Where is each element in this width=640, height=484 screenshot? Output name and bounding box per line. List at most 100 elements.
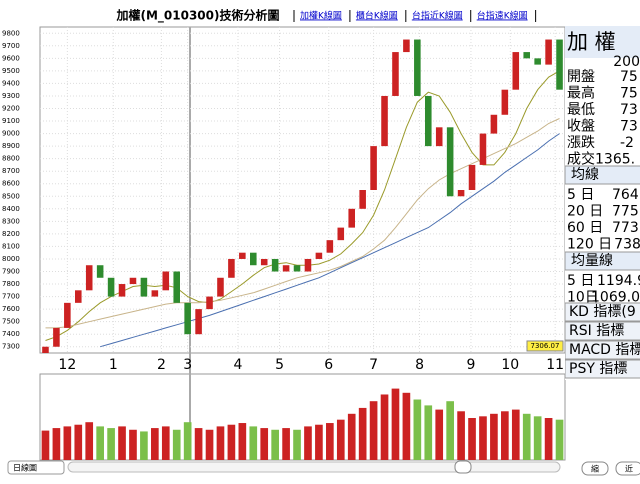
header-link[interactable]: 台指遠K線圖 xyxy=(477,10,528,22)
sidebar-date: 200 xyxy=(613,54,640,70)
ma-value: 764 xyxy=(612,187,639,203)
candle xyxy=(293,265,301,272)
candle xyxy=(370,146,377,190)
candle xyxy=(42,346,49,353)
volume-bar xyxy=(490,413,498,460)
volume-bar xyxy=(107,428,115,460)
zoom-button[interactable] xyxy=(581,461,609,476)
y-tick-label: 9200 xyxy=(2,105,20,113)
indicator-button[interactable] xyxy=(565,359,640,379)
volume-bar xyxy=(457,411,465,460)
candle xyxy=(435,127,443,147)
volume-bar xyxy=(172,429,181,460)
candle xyxy=(414,39,421,96)
volume-bar xyxy=(129,429,137,460)
volume-bar xyxy=(41,430,50,460)
ma-value: 738 xyxy=(614,237,640,253)
price-marker-label: 7306.07 xyxy=(531,342,560,350)
ma-label: 5 日 xyxy=(567,187,594,203)
candle xyxy=(85,265,93,291)
volume-bar xyxy=(282,428,290,460)
candle xyxy=(326,240,334,253)
indicator-button[interactable] xyxy=(565,321,640,341)
quote-value: 75 xyxy=(620,86,638,102)
zoom-button[interactable] xyxy=(615,461,640,476)
candle xyxy=(118,284,126,297)
candle xyxy=(217,277,224,297)
volume-bar xyxy=(85,422,94,460)
x-tick-label: 5 xyxy=(275,357,284,373)
volume-bar xyxy=(533,416,542,460)
candle xyxy=(250,252,257,266)
volume-bar xyxy=(238,423,247,460)
indicator-label[interactable]: MACD 指標 xyxy=(569,342,640,358)
candle xyxy=(228,258,235,278)
moving-average-line xyxy=(45,70,560,341)
candle xyxy=(490,114,498,134)
scrollbar[interactable] xyxy=(67,461,561,473)
y-tick-label: 8400 xyxy=(2,205,20,213)
candle xyxy=(534,58,541,65)
header-link[interactable]: 櫃台K線圖 xyxy=(356,10,398,22)
section-heading: 均線 xyxy=(571,167,599,183)
candle xyxy=(53,327,60,347)
quote-value: 73 xyxy=(620,102,638,118)
x-tick-label: 7 xyxy=(369,357,378,373)
zoom-button-label[interactable]: 縮 xyxy=(591,464,599,474)
candle xyxy=(206,296,213,310)
candle xyxy=(162,271,170,291)
x-tick-label: 11 xyxy=(546,357,564,373)
volume-bar xyxy=(501,411,509,460)
candle xyxy=(96,265,104,278)
volume-bar xyxy=(336,419,345,460)
y-tick-label: 8200 xyxy=(2,230,20,238)
volume-bar xyxy=(315,424,323,460)
y-tick-label: 7400 xyxy=(2,330,20,338)
volume-bar xyxy=(74,424,83,460)
quote-label: 最高 xyxy=(567,85,595,102)
x-tick-label: 12 xyxy=(58,357,76,373)
volume-bar xyxy=(63,426,72,460)
ma-label: 120 日 xyxy=(567,237,612,253)
volume-bar xyxy=(347,413,356,460)
y-tick-label: 9100 xyxy=(2,117,20,125)
volume-ma-label: 10日 xyxy=(567,290,599,306)
indicator-label[interactable]: KD 指標(9 xyxy=(569,304,636,320)
volume-bar xyxy=(183,422,192,460)
indicator-button[interactable] xyxy=(565,302,640,322)
quote-label: 最低 xyxy=(567,102,595,118)
candle xyxy=(446,127,454,197)
candle xyxy=(337,227,345,241)
candle xyxy=(359,190,366,209)
volume-bar xyxy=(161,426,170,460)
y-tick-label: 8900 xyxy=(2,142,20,150)
volume-bar xyxy=(52,428,61,460)
y-tick-label: 8800 xyxy=(2,155,20,163)
y-tick-label: 8300 xyxy=(2,217,20,225)
scroll-thumb[interactable] xyxy=(454,460,472,474)
indicator-label[interactable]: RSI 指標 xyxy=(569,323,624,339)
period-select-label[interactable]: 日線圖 xyxy=(13,463,37,473)
header-link[interactable]: 台指近K線圖 xyxy=(412,10,463,22)
x-tick-label: 2 xyxy=(157,357,166,373)
period-select[interactable] xyxy=(7,460,65,475)
x-tick-label: 9 xyxy=(466,357,475,373)
candle xyxy=(271,258,279,272)
indicator-label[interactable]: PSY 指標 xyxy=(569,361,627,377)
volume-bar xyxy=(216,426,225,460)
candle xyxy=(239,252,246,259)
quote-label: 開盤 xyxy=(567,69,595,85)
y-tick-label: 9000 xyxy=(2,130,20,138)
x-tick-label: 10 xyxy=(501,357,519,373)
volume-bar xyxy=(304,426,312,460)
candle xyxy=(348,208,355,228)
header-link[interactable]: 加權K線圖 xyxy=(300,10,342,22)
candle xyxy=(523,52,530,59)
zoom-button-label[interactable]: 近 xyxy=(625,464,633,474)
candle xyxy=(151,290,159,297)
volume-bar xyxy=(511,409,520,460)
candle xyxy=(140,277,148,297)
indicator-button[interactable] xyxy=(565,340,640,360)
